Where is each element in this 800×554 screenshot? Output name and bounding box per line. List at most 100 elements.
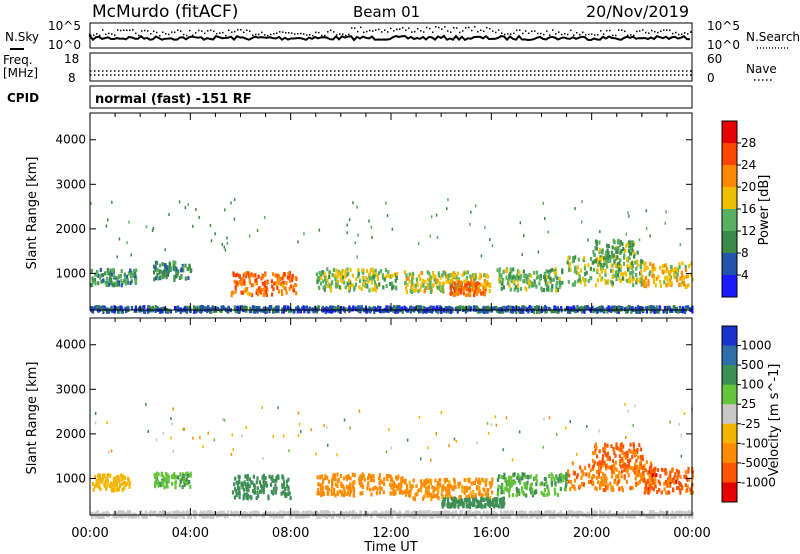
power-cell (463, 271, 466, 276)
power-cell (474, 276, 477, 281)
velocity-cell (530, 482, 533, 487)
velocity-cell (523, 485, 526, 489)
velocity-cell (496, 492, 499, 497)
velocity-cell (392, 490, 395, 495)
velocity-cell (322, 479, 325, 484)
velocity-cell (106, 483, 109, 488)
power-cell (652, 276, 655, 281)
velocity-cell (340, 484, 343, 489)
power-cell (273, 281, 276, 286)
velocity-cell (154, 510, 157, 515)
velocity-cell (217, 511, 220, 516)
velocity-cell (98, 473, 101, 478)
power-cell (483, 306, 486, 311)
velocity-cell (599, 483, 602, 488)
power-cell (545, 269, 548, 274)
power-cell (665, 210, 667, 214)
power-cell (474, 288, 477, 293)
velocity-cell (519, 514, 523, 519)
power-cell (420, 308, 423, 313)
velocity-cell (567, 479, 570, 484)
velocity-cell (468, 486, 471, 491)
power-cell (256, 229, 259, 233)
power-cell (486, 282, 489, 287)
power-cell (418, 274, 421, 279)
power-cell (614, 263, 617, 268)
velocity-cell (158, 510, 162, 515)
velocity-cell (152, 510, 155, 515)
power-cell (385, 274, 388, 279)
velocity-cell (171, 510, 174, 515)
power-cell (143, 310, 146, 314)
velocity-cell (206, 510, 209, 515)
velocity-cell (96, 479, 99, 483)
power-cell (321, 270, 324, 275)
velocity-cell (317, 512, 320, 517)
velocity-cell (622, 444, 625, 449)
power-cell (307, 308, 310, 313)
power-cell (378, 282, 381, 287)
power-cell (625, 232, 628, 236)
power-cell (100, 279, 103, 284)
power-cell (346, 231, 348, 235)
power-cell (635, 309, 638, 314)
nave-right-tick-bottom: 0 (707, 71, 715, 85)
velocity-cell (479, 503, 482, 508)
power-cell (457, 291, 460, 296)
velocity-cell (643, 463, 646, 468)
power-cell (544, 277, 547, 282)
power-cell (472, 305, 475, 310)
velocity-cell (358, 477, 361, 482)
velocity-cell (251, 480, 254, 485)
velocity-cell (560, 472, 563, 477)
velocity-cell (274, 490, 277, 495)
velocity-cell (496, 477, 499, 482)
power-cell (454, 283, 457, 288)
velocity-cell (571, 512, 575, 516)
velocity-cell (620, 464, 623, 469)
power-cell (169, 266, 173, 271)
power-cell (469, 293, 472, 298)
velocity-cell (192, 513, 195, 518)
power-cell (233, 279, 236, 284)
velocity-cell (342, 486, 345, 491)
power-cell (265, 286, 268, 290)
velocity-cell (244, 474, 247, 479)
power-cell (371, 267, 374, 272)
power-cell (465, 276, 469, 280)
power-cell (642, 282, 645, 286)
velocity-cell (620, 469, 624, 474)
power-cell (130, 253, 132, 257)
velocity-cell (245, 495, 248, 500)
power-cell (680, 270, 683, 275)
power-cell (342, 306, 345, 311)
power-cell (636, 250, 639, 255)
velocity-cell (404, 490, 407, 494)
velocity-cell (670, 514, 673, 519)
velocity-cell (652, 510, 655, 514)
power-cell (396, 308, 399, 313)
velocity-cell (165, 473, 168, 478)
velocity-cell (634, 466, 637, 471)
velocity-cell (477, 510, 480, 515)
power-cell (606, 255, 610, 260)
power-cell (358, 309, 361, 314)
power-cell (500, 286, 503, 291)
power-cell (440, 286, 443, 291)
power-cell (374, 288, 377, 293)
velocity-cell (352, 486, 355, 491)
velocity-cell (508, 514, 511, 519)
velocity-cell (174, 480, 178, 485)
velocity-cell (640, 472, 643, 477)
power-cell (292, 308, 295, 313)
velocity-cell (389, 474, 392, 479)
velocity-cell (330, 492, 333, 496)
power-cell (554, 309, 557, 314)
power-cell (311, 307, 314, 312)
power-cell (115, 276, 118, 281)
power-cell (326, 267, 329, 272)
power-cell (467, 280, 470, 285)
velocity-cell (500, 502, 504, 507)
velocity-cell (316, 491, 319, 496)
power-cell (154, 267, 157, 272)
